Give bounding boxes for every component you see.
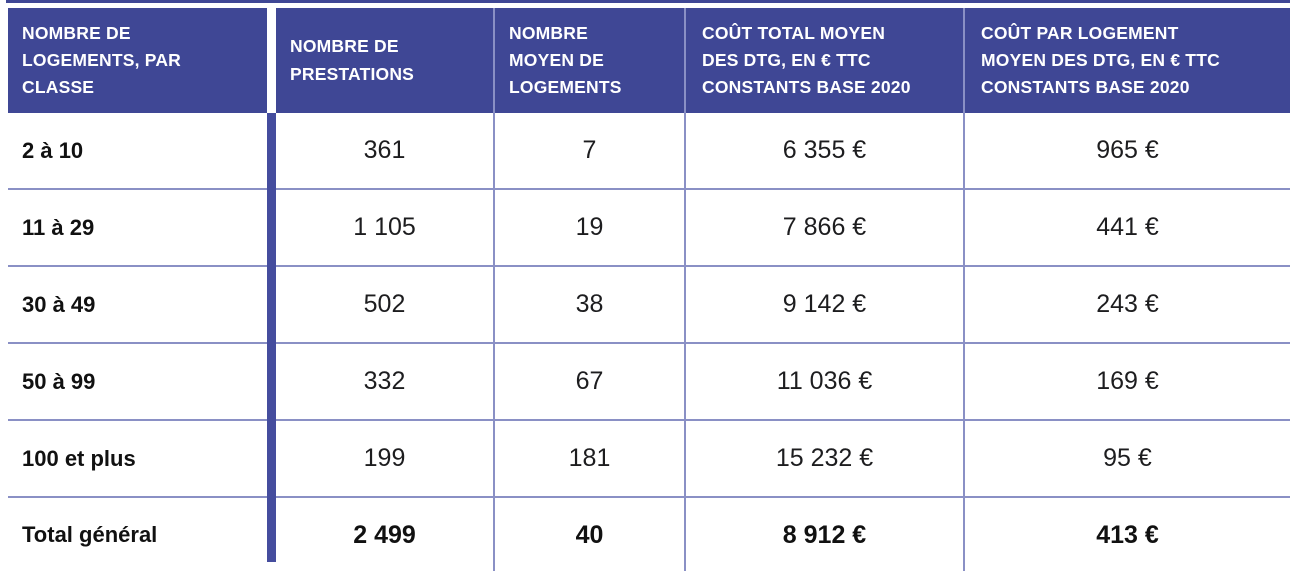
table-row-11-a-29: 11 à 29 1 105 19 7 866 € 441 € — [8, 188, 1290, 265]
table-top-border — [6, 0, 1290, 3]
table-total-row: Total général 2 499 40 8 912 € 413 € — [8, 496, 1290, 571]
cell-cout-par-logement: 169 € — [963, 344, 1290, 419]
cell-total-prestations: 2 499 — [353, 520, 416, 549]
column-divider-gap — [267, 8, 276, 113]
cell-classe: 2 à 10 — [22, 137, 84, 163]
cell-classe: 30 à 49 — [22, 291, 96, 317]
cell-cout-par-logement: 95 € — [963, 421, 1290, 496]
thick-divider-bar — [267, 113, 276, 562]
column-header-cout-par-logement: COÛT PAR LOGEMENT MOYEN DES DTG, EN € TT… — [963, 8, 1290, 113]
cell-cout-par-logement: 243 € — [963, 267, 1290, 342]
cell-total-moyen-logements: 40 — [493, 498, 684, 571]
table-row-50-a-99: 50 à 99 332 67 11 036 € 169 € — [8, 342, 1290, 419]
cell-total-cout-par-logement: 413 € — [963, 498, 1290, 571]
cell-cout-total: 11 036 € — [684, 344, 963, 419]
column-header-cout-total: COÛT TOTAL MOYEN DES DTG, EN € TTC CONST… — [684, 8, 963, 113]
cell-cout-par-logement: 965 € — [963, 113, 1290, 188]
cell-cout-par-logement: 441 € — [963, 190, 1290, 265]
cell-total-label: Total général — [22, 522, 158, 547]
column-header-classe: NOMBRE DE LOGEMENTS, PAR CLASSE — [8, 8, 267, 113]
cell-cout-total: 9 142 € — [684, 267, 963, 342]
cell-moyen-logements: 38 — [493, 267, 684, 342]
cell-cout-total: 7 866 € — [684, 190, 963, 265]
cell-prestations: 199 — [363, 444, 406, 472]
column-header-prestations: NOMBRE DE PRESTATIONS — [276, 8, 493, 113]
table-row-30-a-49: 30 à 49 502 38 9 142 € 243 € — [8, 265, 1290, 342]
table-header-row: NOMBRE DE LOGEMENTS, PAR CLASSE NOMBRE D… — [8, 8, 1290, 113]
column-header-moyen-logements: NOMBRE MOYEN DE LOGEMENTS — [493, 8, 684, 113]
cell-classe: 50 à 99 — [22, 368, 96, 394]
table: NOMBRE DE LOGEMENTS, PAR CLASSE NOMBRE D… — [8, 8, 1290, 571]
cell-moyen-logements: 67 — [493, 344, 684, 419]
cell-prestations: 1 105 — [353, 213, 416, 241]
cell-prestations: 332 — [363, 367, 406, 395]
table-row-2-a-10: 2 à 10 361 7 6 355 € 965 € — [8, 113, 1290, 188]
table-row-100-et-plus: 100 et plus 199 181 15 232 € 95 € — [8, 419, 1290, 496]
cell-classe: 11 à 29 — [22, 214, 95, 240]
cell-cout-total: 6 355 € — [684, 113, 963, 188]
cell-cout-total: 15 232 € — [684, 421, 963, 496]
cell-moyen-logements: 7 — [493, 113, 684, 188]
cell-prestations: 361 — [363, 136, 406, 164]
cell-classe: 100 et plus — [22, 445, 136, 471]
cell-total-cout-total: 8 912 € — [684, 498, 963, 571]
cell-moyen-logements: 19 — [493, 190, 684, 265]
cell-moyen-logements: 181 — [493, 421, 684, 496]
cell-prestations: 502 — [363, 290, 406, 318]
